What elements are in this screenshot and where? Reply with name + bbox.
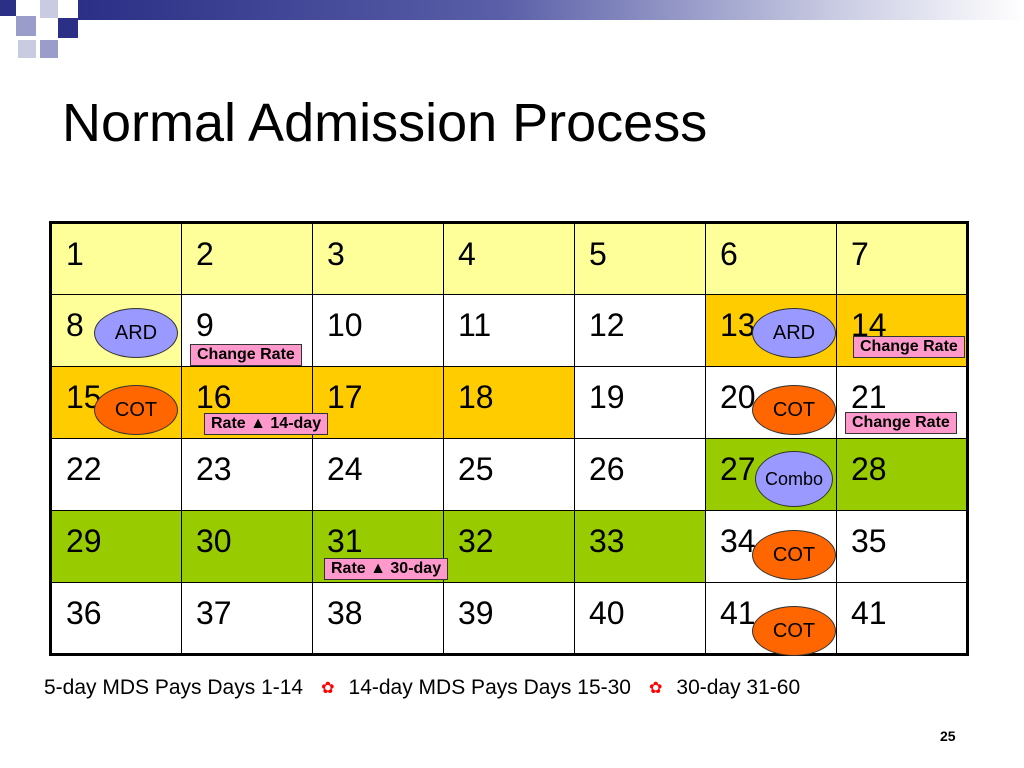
- page-number: 25: [940, 728, 956, 744]
- calendar-day: 28: [836, 438, 968, 511]
- calendar-day: 37: [181, 582, 313, 655]
- calendar-day: 38: [312, 582, 444, 655]
- footer-legend: 5-day MDS Pays Days 1-14 ✿ 14-day MDS Pa…: [44, 676, 800, 700]
- calendar-day: 18: [443, 366, 575, 439]
- calendar-day: 22: [50, 438, 182, 511]
- calendar-day: 30: [181, 510, 313, 583]
- calendar-day: 25: [443, 438, 575, 511]
- calendar-table: 1 2 3 4 5 6 7 8 9 10 11 12 13 14 15 16 1…: [49, 221, 969, 656]
- table-row: 36 37 38 39 40 41 41: [50, 582, 968, 655]
- calendar-day: 2: [181, 222, 313, 295]
- cot-oval: COT: [752, 530, 836, 580]
- cot-oval: COT: [752, 606, 836, 656]
- ard-oval: ARD: [94, 308, 178, 358]
- rate-30-day-label: Rate ▲ 30-day: [324, 558, 449, 580]
- flower-bullet-icon: ✿: [321, 680, 335, 697]
- calendar-day: 5: [574, 222, 706, 295]
- table-row: 22 23 24 25 26 27 28: [50, 438, 968, 511]
- flower-bullet-icon: ✿: [648, 680, 663, 697]
- calendar-day: 10: [312, 294, 444, 367]
- calendar-day: 35: [836, 510, 968, 583]
- calendar-day: 1: [50, 222, 182, 295]
- cot-oval: COT: [752, 385, 836, 435]
- change-rate-label: Change Rate: [853, 336, 965, 358]
- ard-oval: ARD: [752, 308, 836, 358]
- slide-title: Normal Admission Process: [62, 93, 708, 153]
- footer-item: 5-day MDS Pays Days 1-14: [44, 676, 304, 699]
- calendar-day: 40: [574, 582, 706, 655]
- calendar-day: 29: [50, 510, 182, 583]
- combo-oval: Combo: [755, 451, 833, 507]
- calendar-day: 39: [443, 582, 575, 655]
- calendar-day: 24: [312, 438, 444, 511]
- change-rate-label: Change Rate: [190, 344, 302, 366]
- table-row: 1 2 3 4 5 6 7: [50, 222, 968, 295]
- cot-oval: COT: [94, 385, 178, 435]
- footer-item: 14-day MDS Pays Days 15-30: [348, 676, 631, 699]
- calendar-day: 32: [443, 510, 575, 583]
- change-rate-label: Change Rate: [845, 412, 957, 434]
- rate-14-day-label: Rate ▲ 14-day: [204, 413, 329, 435]
- calendar-day: 26: [574, 438, 706, 511]
- calendar-day: 36: [50, 582, 182, 655]
- calendar-day: 3: [312, 222, 444, 295]
- calendar-day: 4: [443, 222, 575, 295]
- calendar-day: 7: [836, 222, 968, 295]
- calendar-day: 6: [705, 222, 837, 295]
- calendar-day: 12: [574, 294, 706, 367]
- calendar-day: 23: [181, 438, 313, 511]
- calendar-day: 17: [312, 366, 444, 439]
- calendar-day: 41: [836, 582, 968, 655]
- calendar-day: 19: [574, 366, 706, 439]
- header-bar: [78, 0, 1024, 20]
- footer-item: 30-day 31-60: [676, 676, 801, 699]
- calendar-day: 33: [574, 510, 706, 583]
- calendar-day: 11: [443, 294, 575, 367]
